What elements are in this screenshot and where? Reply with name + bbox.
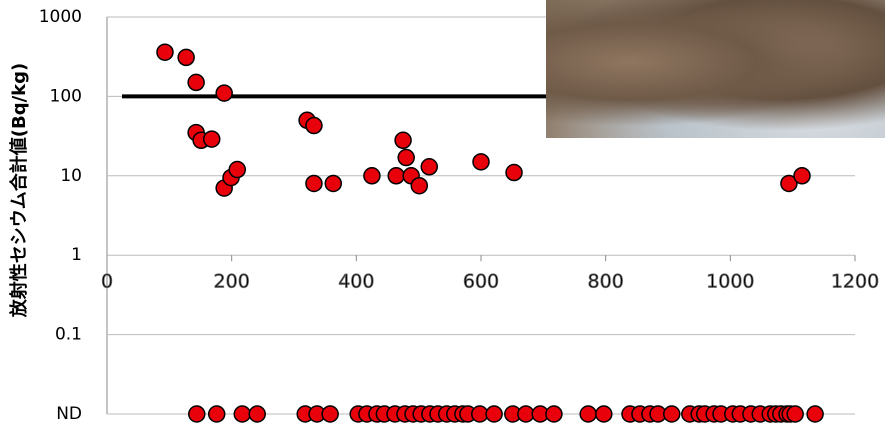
y-tick-label: ND <box>56 404 82 424</box>
x-tick-label: 200 <box>214 271 250 293</box>
data-point <box>505 163 523 182</box>
data-point <box>363 167 381 185</box>
data-point <box>156 43 174 61</box>
data-point <box>793 167 811 185</box>
y-tick-label: 10 <box>60 166 82 186</box>
data-point <box>472 153 490 171</box>
data-point <box>394 131 412 150</box>
data-point <box>215 84 233 102</box>
data-point <box>228 160 247 179</box>
data-point <box>662 405 681 423</box>
data-point <box>786 405 804 423</box>
data-point <box>177 48 195 67</box>
data-point <box>324 174 343 193</box>
data-point <box>410 176 429 195</box>
crab-photo <box>546 0 885 138</box>
y-axis-label: 放射性セシウム合計値(Bq/kg) <box>8 63 30 319</box>
data-point <box>321 405 339 423</box>
data-point <box>387 167 405 185</box>
x-tick-label: 1200 <box>831 271 879 293</box>
y-tick-label: 0.1 <box>55 325 82 345</box>
y-tick-label: 1000 <box>39 7 82 27</box>
data-point <box>397 148 415 167</box>
data-point <box>420 158 439 176</box>
x-tick-label: 0 <box>101 271 113 293</box>
data-point <box>595 405 613 423</box>
data-point <box>305 116 323 135</box>
data-point <box>806 405 824 423</box>
x-tick-label: 1000 <box>706 271 754 293</box>
x-tick-label: 800 <box>588 271 624 293</box>
data-point <box>202 130 221 148</box>
data-point <box>579 405 597 423</box>
x-tick-label: 600 <box>463 271 499 293</box>
y-tick-label: 100 <box>50 86 82 106</box>
data-point <box>207 405 226 423</box>
data-point <box>780 174 798 193</box>
data-point <box>233 405 252 423</box>
data-point <box>485 405 503 423</box>
data-point <box>188 405 206 423</box>
data-point <box>187 73 205 92</box>
data-point <box>305 174 323 193</box>
x-tick-label: 400 <box>338 271 374 293</box>
data-point <box>545 405 563 423</box>
y-tick-label: 1 <box>71 245 82 265</box>
data-point <box>248 405 266 423</box>
